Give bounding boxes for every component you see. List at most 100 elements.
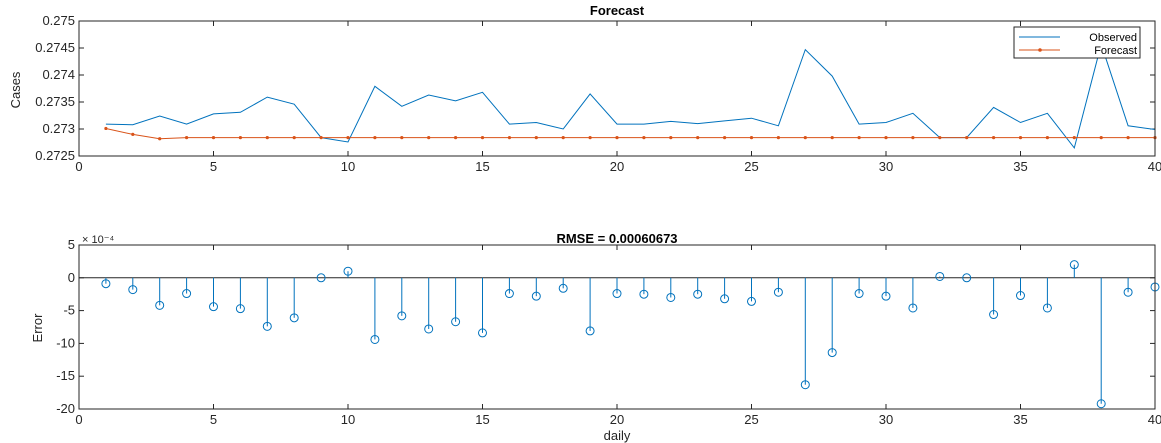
forecast-point xyxy=(561,136,565,140)
error-x-tick-label: 20 xyxy=(610,412,624,427)
error-y-exponent: × 10⁻⁴ xyxy=(82,234,115,246)
error-y-tick-label: -20 xyxy=(56,401,75,416)
forecast-point xyxy=(292,136,296,140)
error-stem-marker xyxy=(424,324,434,334)
error-x-tick-label: 30 xyxy=(879,412,893,427)
forecast-point xyxy=(158,137,162,141)
error-stem-marker xyxy=(289,313,299,323)
forecast-panel: Forecast Cases 0 5 10 15 20 25 30 35 40 0.2725 0.2… xyxy=(8,3,1161,174)
forecast-y-axis-label: Cases xyxy=(8,71,23,108)
forecast-point xyxy=(669,136,673,140)
forecast-x-tick-label: 40 xyxy=(1148,159,1161,174)
error-stem-marker xyxy=(128,285,138,295)
forecast-point xyxy=(938,136,942,140)
forecast-point xyxy=(454,136,458,140)
error-stem-marker xyxy=(531,291,541,301)
error-axes-box xyxy=(78,244,1156,410)
forecast-point xyxy=(776,136,781,140)
forecast-y-tick-label: 0.274 xyxy=(42,67,75,82)
error-y-tick-label: -15 xyxy=(56,368,75,383)
forecast-point xyxy=(588,136,592,140)
error-stem-marker xyxy=(504,289,514,299)
forecast-point xyxy=(723,136,727,140)
forecast-x-tick-label: 25 xyxy=(744,159,758,174)
rmse-title: RMSE = 0.00060673 xyxy=(556,231,677,246)
forecast-point xyxy=(185,136,189,140)
forecast-point xyxy=(507,136,511,140)
forecast-axis-ticks: 0 5 10 15 20 25 30 35 40 0.2725 0.273 0.2735 0.274 0.… xyxy=(35,13,1161,174)
forecast-point xyxy=(1072,136,1076,140)
error-stem-marker xyxy=(558,283,568,293)
legend-forecast-marker xyxy=(1038,48,1042,52)
forecast-point xyxy=(884,136,888,140)
error-y-tick-label: -5 xyxy=(63,303,75,318)
forecast-point xyxy=(830,136,834,140)
error-x-tick-label: 15 xyxy=(475,412,489,427)
forecast-point xyxy=(1126,136,1130,140)
forecast-point xyxy=(965,136,969,140)
forecast-series xyxy=(104,42,1157,150)
forecast-point xyxy=(992,136,996,140)
error-x-tick-label: 0 xyxy=(75,412,82,427)
legend-box xyxy=(1013,26,1141,59)
error-stem-marker xyxy=(1123,287,1133,297)
error-axis-ticks: 0 5 10 15 20 25 30 35 40 -20 -15 -10 -5 0 5 xyxy=(56,237,1161,427)
forecast-point xyxy=(911,136,915,140)
forecast-x-tick-label: 0 xyxy=(75,159,82,174)
error-y-tick-label: 5 xyxy=(68,237,75,252)
forecast-x-tick-label: 15 xyxy=(475,159,489,174)
forecast-y-tick-label: 0.2725 xyxy=(35,148,75,163)
forecast-point xyxy=(1018,136,1023,140)
forecast-x-tick-label: 30 xyxy=(879,159,893,174)
error-stem-marker xyxy=(693,289,703,299)
error-stem-marker xyxy=(155,300,165,310)
legend: Observed Forecast xyxy=(1013,26,1141,59)
error-stems xyxy=(79,260,1160,409)
error-stem-marker xyxy=(881,291,891,301)
forecast-point xyxy=(400,136,404,140)
error-stem-marker xyxy=(182,289,192,299)
forecast-axes-box xyxy=(78,20,1156,157)
error-stem-marker xyxy=(101,279,111,289)
error-x-tick-label: 10 xyxy=(341,412,355,427)
error-stem-marker xyxy=(1096,399,1106,409)
error-stem-marker xyxy=(209,302,218,312)
error-stem-marker xyxy=(316,273,326,283)
error-stem-marker xyxy=(343,266,353,276)
error-stem-marker xyxy=(827,348,837,358)
error-x-tick-label: 25 xyxy=(744,412,758,427)
forecast-point xyxy=(211,136,216,140)
forecast-y-tick-label: 0.275 xyxy=(42,13,75,28)
error-stem-marker xyxy=(854,289,864,299)
error-stem-marker xyxy=(747,296,756,306)
error-stem-marker xyxy=(962,273,972,283)
error-stem-marker xyxy=(908,303,918,313)
forecast-point xyxy=(1099,136,1103,140)
error-x-tick-label: 5 xyxy=(210,412,217,427)
error-stem-marker xyxy=(1069,260,1079,270)
forecast-point xyxy=(803,136,807,140)
series-forecast-line xyxy=(105,128,1155,140)
forecast-point xyxy=(265,136,269,140)
forecast-point xyxy=(373,136,377,140)
error-stem-marker xyxy=(1042,303,1052,313)
forecast-point xyxy=(749,136,754,140)
error-stem-marker xyxy=(773,287,783,297)
error-stem-marker xyxy=(1016,291,1025,301)
forecast-x-tick-label: 20 xyxy=(610,159,624,174)
error-stem-marker xyxy=(451,317,461,327)
error-y-axis-label: Error xyxy=(30,313,45,343)
forecast-point xyxy=(346,136,350,140)
error-panel: RMSE = 0.00060673 × 10⁻⁴ Error daily 0 5 1… xyxy=(30,231,1161,443)
error-stem-marker xyxy=(585,326,595,336)
forecast-x-tick-label: 35 xyxy=(1013,159,1027,174)
forecast-y-tick-label: 0.2745 xyxy=(35,40,75,55)
error-stem-marker xyxy=(478,328,487,338)
legend-forecast-label: Forecast xyxy=(1094,45,1137,57)
error-stem-marker xyxy=(397,311,407,321)
forecast-point xyxy=(104,126,108,131)
forecast-point xyxy=(642,136,646,140)
forecast-point xyxy=(131,132,135,136)
forecast-point xyxy=(534,136,538,140)
